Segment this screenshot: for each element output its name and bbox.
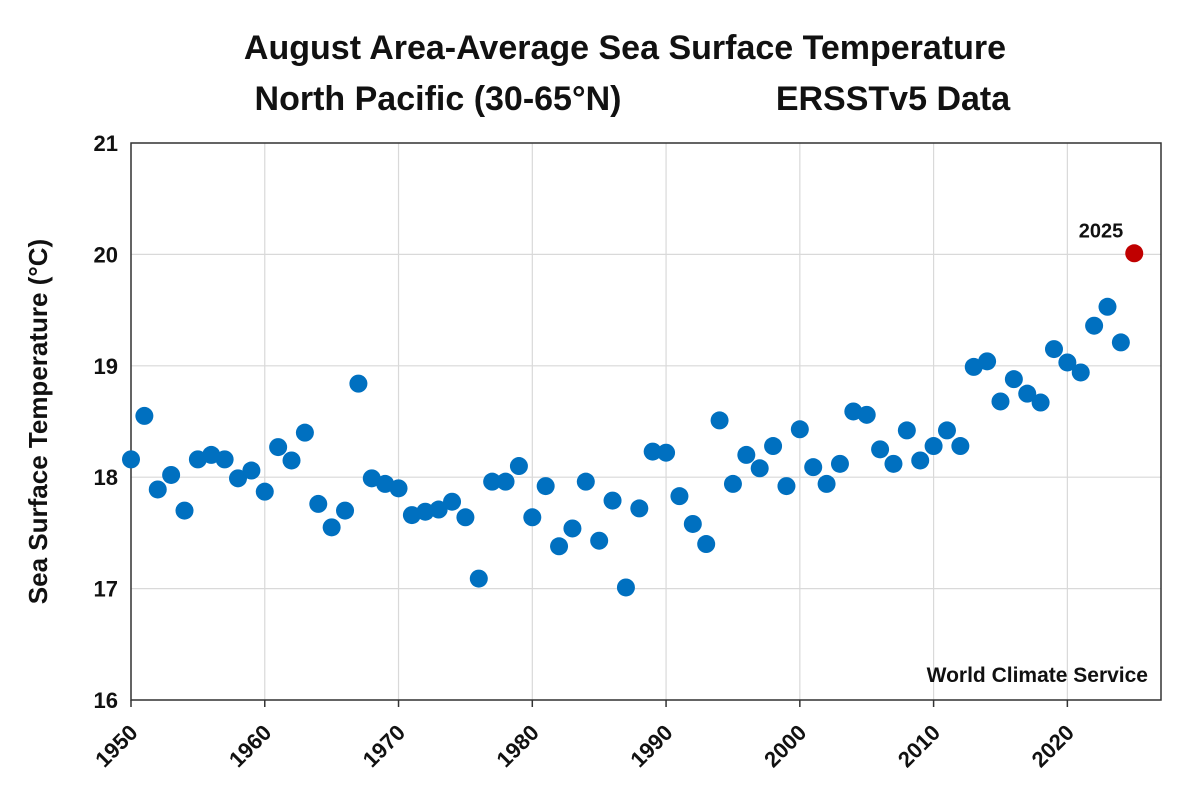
data-point-1998 xyxy=(764,437,783,456)
data-point-1960 xyxy=(255,482,274,501)
highlight-point-2025 xyxy=(1125,244,1144,263)
data-point-1984 xyxy=(576,472,595,491)
y-tick-label-19: 19 xyxy=(94,354,118,379)
y-tick-label-20: 20 xyxy=(94,242,118,267)
data-point-1990 xyxy=(657,443,676,462)
data-point-1957 xyxy=(215,450,234,469)
data-point-1996 xyxy=(737,445,756,464)
data-point-2023 xyxy=(1098,297,1117,316)
data-point-1978 xyxy=(496,472,515,491)
y-axis-ticks: 16 17 18 19 20 21 xyxy=(94,131,118,713)
x-axis-ticks: 1950 1960 1970 1980 1990 2000 2010 2020 xyxy=(90,700,1079,772)
data-point-2018 xyxy=(1031,393,1050,412)
data-point-2015 xyxy=(991,392,1010,411)
data-point-1951 xyxy=(135,406,154,425)
chart-title: August Area-Average Sea Surface Temperat… xyxy=(244,29,1006,67)
data-point-2022 xyxy=(1085,316,1104,335)
credit-label: World Climate Service xyxy=(927,664,1148,687)
y-tick-label-16: 16 xyxy=(94,688,118,713)
x-tick-label-2000: 2000 xyxy=(759,720,811,772)
y-tick-label-17: 17 xyxy=(94,577,118,602)
data-point-2012 xyxy=(951,437,970,456)
data-point-1964 xyxy=(309,494,328,513)
data-point-1988 xyxy=(630,499,649,518)
x-tick-label-2010: 2010 xyxy=(893,720,945,772)
data-point-2003 xyxy=(830,454,849,473)
data-point-1958 xyxy=(229,469,248,488)
x-tick-label-1980: 1980 xyxy=(492,720,544,772)
x-tick-label-1960: 1960 xyxy=(224,720,276,772)
data-point-1961 xyxy=(269,438,288,457)
y-tick-label-18: 18 xyxy=(94,465,118,490)
data-point-2000 xyxy=(790,420,809,439)
data-point-2005 xyxy=(857,405,876,424)
data-point-2020 xyxy=(1058,353,1077,372)
data-point-1987 xyxy=(616,578,635,597)
data-point-1977 xyxy=(483,472,502,491)
data-point-1965 xyxy=(322,518,341,537)
plot-area-frame xyxy=(130,142,1162,701)
data-point-1976 xyxy=(469,569,488,588)
data-point-1967 xyxy=(349,374,368,393)
x-tick-label-1950: 1950 xyxy=(90,720,142,772)
data-point-1972 xyxy=(416,502,435,521)
data-point-2011 xyxy=(937,421,956,440)
highlight-year-label: 2025 xyxy=(1079,220,1124,242)
data-point-1997 xyxy=(750,459,769,478)
data-point-1982 xyxy=(550,537,569,556)
data-point-2002 xyxy=(817,474,836,493)
chart-subtitle-dataset: ERSSTv5 Data xyxy=(776,80,1011,118)
data-point-1953 xyxy=(162,465,181,484)
data-point-1950 xyxy=(122,450,140,469)
data-point-1994 xyxy=(710,411,729,430)
data-point-1959 xyxy=(242,461,261,480)
data-point-2021 xyxy=(1071,363,1090,382)
data-point-1974 xyxy=(443,492,462,511)
data-point-2024 xyxy=(1111,333,1130,352)
data-point-1989 xyxy=(643,442,662,461)
x-tick-label-1970: 1970 xyxy=(358,720,410,772)
data-point-1999 xyxy=(777,477,796,496)
x-tick-label-2020: 2020 xyxy=(1027,720,1079,772)
data-point-1966 xyxy=(336,501,355,520)
data-point-2006 xyxy=(871,440,890,459)
data-point-2019 xyxy=(1044,340,1063,359)
gridlines xyxy=(130,142,1161,701)
data-point-2016 xyxy=(1004,370,1023,389)
data-point-2017 xyxy=(1018,384,1037,403)
data-point-1992 xyxy=(683,514,702,533)
data-point-1979 xyxy=(509,457,528,476)
data-point-1995 xyxy=(723,474,742,493)
data-point-1970 xyxy=(389,479,408,498)
data-point-2014 xyxy=(978,352,997,371)
y-tick-label-21: 21 xyxy=(94,131,118,156)
data-point-1993 xyxy=(697,535,716,554)
chart-subtitle-region: North Pacific (30-65°N) xyxy=(255,80,622,118)
data-point-1962 xyxy=(282,451,301,470)
data-points xyxy=(122,244,1144,597)
data-point-1981 xyxy=(536,477,555,496)
data-point-1983 xyxy=(563,519,582,538)
data-point-2009 xyxy=(911,451,930,470)
data-point-1954 xyxy=(175,501,194,520)
data-point-1963 xyxy=(295,423,314,442)
data-point-1975 xyxy=(456,508,475,527)
data-point-1991 xyxy=(670,487,689,506)
data-point-2001 xyxy=(804,458,823,477)
x-tick-label-1990: 1990 xyxy=(625,720,677,772)
data-point-1973 xyxy=(429,500,448,519)
data-point-2007 xyxy=(884,454,903,473)
data-point-2010 xyxy=(924,437,943,456)
data-point-1986 xyxy=(603,491,622,510)
y-axis-label: Sea Surface Temperature (°C) xyxy=(23,239,53,604)
data-point-2008 xyxy=(897,421,916,440)
data-point-1952 xyxy=(148,480,167,499)
data-point-1985 xyxy=(590,531,609,550)
data-point-1980 xyxy=(523,508,542,527)
